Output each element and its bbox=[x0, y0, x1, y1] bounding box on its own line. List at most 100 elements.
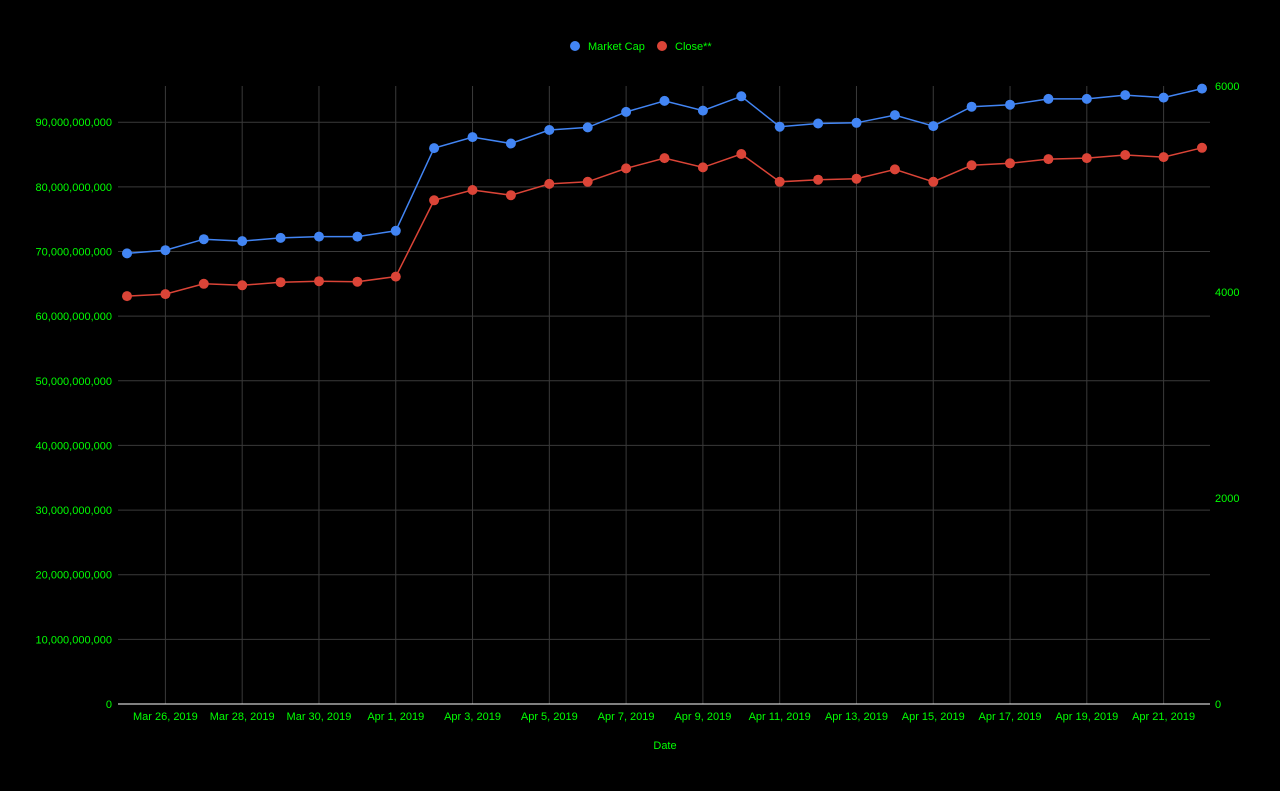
data-point-market-cap bbox=[582, 122, 593, 133]
series-line-market-cap bbox=[126, 87, 1203, 255]
data-point-market-cap bbox=[966, 101, 977, 112]
legend-label-close: Close** bbox=[675, 41, 712, 53]
series-market-cap bbox=[122, 83, 1207, 259]
data-point-market-cap bbox=[544, 125, 555, 135]
data-point-close bbox=[851, 173, 862, 184]
legend-marker-market-cap bbox=[570, 41, 580, 51]
x-tick-label: Apr 15, 2019 bbox=[902, 711, 965, 723]
data-point-close bbox=[505, 190, 516, 201]
data-point-close bbox=[1043, 154, 1054, 165]
data-point-close bbox=[314, 276, 324, 287]
x-tick-label: Apr 21, 2019 bbox=[1132, 711, 1195, 723]
data-point-close bbox=[813, 174, 824, 185]
data-point-market-cap bbox=[774, 121, 785, 132]
y-left-tick-label: 20,000,000,000 bbox=[36, 570, 112, 582]
x-axis-title: Date bbox=[653, 740, 676, 752]
y-right-tick-label: 0 bbox=[1215, 699, 1221, 711]
data-point-close bbox=[429, 195, 440, 206]
data-point-market-cap bbox=[1158, 92, 1169, 103]
data-point-market-cap bbox=[429, 143, 440, 154]
data-point-close bbox=[659, 153, 670, 164]
y-left-tick-label: 50,000,000,000 bbox=[36, 376, 112, 388]
series-layer bbox=[122, 83, 1207, 302]
data-point-close bbox=[544, 178, 555, 189]
data-point-market-cap bbox=[314, 231, 324, 242]
y-left-tick-label: 60,000,000,000 bbox=[36, 311, 112, 323]
data-point-market-cap bbox=[390, 225, 401, 236]
data-point-market-cap bbox=[889, 110, 900, 121]
data-point-market-cap bbox=[352, 231, 363, 242]
data-point-close bbox=[1120, 150, 1131, 160]
data-point-market-cap bbox=[621, 106, 632, 117]
data-point-close bbox=[582, 176, 593, 187]
legend-item-close[interactable]: Close** bbox=[657, 41, 712, 53]
data-point-close bbox=[736, 149, 747, 159]
data-point-market-cap bbox=[160, 245, 171, 256]
x-tick-label: Mar 28, 2019 bbox=[210, 711, 275, 723]
data-point-close bbox=[621, 163, 632, 174]
y-left-tick-label: 70,000,000,000 bbox=[36, 246, 112, 258]
y-left-tick-label: 10,000,000,000 bbox=[36, 634, 112, 646]
data-point-market-cap bbox=[1043, 93, 1054, 104]
data-point-market-cap bbox=[237, 236, 248, 247]
data-point-market-cap bbox=[813, 118, 824, 129]
x-tick-label: Apr 19, 2019 bbox=[1055, 711, 1118, 723]
y-right-tick-label: 4000 bbox=[1215, 287, 1239, 299]
y-left-tick-label: 30,000,000,000 bbox=[36, 505, 112, 517]
data-point-market-cap bbox=[467, 132, 478, 143]
data-point-market-cap bbox=[1120, 90, 1131, 101]
data-point-market-cap bbox=[851, 117, 862, 128]
data-point-close bbox=[390, 271, 401, 282]
data-point-market-cap bbox=[1081, 93, 1092, 104]
data-point-close bbox=[122, 291, 132, 302]
legend-marker-close bbox=[657, 41, 667, 51]
axes: 0 10,000,000,000 20,000,000,000 30,000,000,… bbox=[36, 81, 1240, 723]
data-point-close bbox=[160, 289, 171, 300]
y-left-tick-label: 80,000,000,000 bbox=[36, 182, 112, 194]
y-left-tick-label: 40,000,000,000 bbox=[36, 440, 112, 452]
x-tick-label: Apr 11, 2019 bbox=[749, 711, 811, 723]
x-tick-label: Apr 1, 2019 bbox=[367, 711, 424, 723]
data-point-close bbox=[928, 176, 939, 187]
data-point-close bbox=[198, 278, 209, 289]
data-point-close bbox=[275, 277, 286, 288]
data-point-market-cap bbox=[659, 95, 670, 106]
data-point-market-cap bbox=[505, 138, 516, 149]
data-point-close bbox=[352, 276, 363, 287]
legend-label-market-cap: Market Cap bbox=[588, 41, 645, 53]
y-right-tick-label: 6000 bbox=[1215, 81, 1239, 93]
data-point-market-cap bbox=[1005, 99, 1015, 110]
data-point-close bbox=[1158, 152, 1169, 163]
x-tick-label: Apr 5, 2019 bbox=[521, 711, 578, 723]
x-tick-label: Apr 17, 2019 bbox=[979, 711, 1042, 723]
data-point-close bbox=[889, 164, 900, 175]
series-line-close bbox=[126, 147, 1203, 297]
data-point-close bbox=[966, 160, 977, 171]
data-point-close bbox=[1005, 158, 1015, 169]
data-point-market-cap bbox=[736, 91, 747, 102]
data-point-close bbox=[697, 162, 708, 173]
data-point-market-cap bbox=[122, 248, 132, 259]
legend-item-market-cap[interactable]: Market Cap bbox=[570, 41, 645, 53]
y-left-tick-label: 0 bbox=[106, 699, 112, 711]
data-point-market-cap bbox=[198, 234, 209, 245]
data-point-market-cap bbox=[697, 105, 708, 116]
x-tick-label: Apr 13, 2019 bbox=[825, 711, 888, 723]
x-tick-label: Mar 30, 2019 bbox=[287, 711, 352, 723]
data-point-market-cap bbox=[1197, 83, 1207, 94]
data-point-close bbox=[237, 280, 248, 291]
data-point-close bbox=[1081, 153, 1092, 164]
x-tick-label: Apr 9, 2019 bbox=[674, 711, 731, 723]
gridlines bbox=[118, 86, 1210, 704]
data-point-close bbox=[774, 176, 785, 187]
series-close bbox=[122, 142, 1207, 302]
data-point-close bbox=[1197, 142, 1207, 153]
data-point-market-cap bbox=[928, 121, 939, 132]
legend: Market Cap Close** bbox=[570, 41, 712, 53]
x-tick-label: Mar 26, 2019 bbox=[133, 711, 198, 723]
data-point-market-cap bbox=[275, 232, 286, 243]
y-left-tick-label: 90,000,000,000 bbox=[36, 117, 112, 129]
data-point-close bbox=[467, 185, 478, 195]
